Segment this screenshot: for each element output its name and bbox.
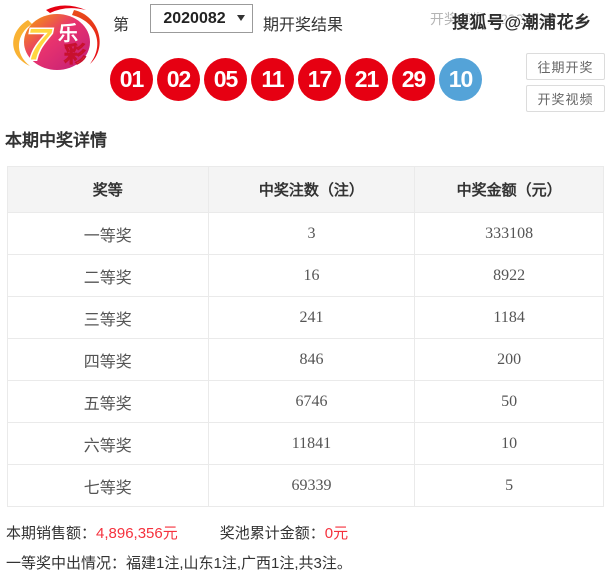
- column-header-bet-count: 中奖注数（注）: [207, 166, 416, 213]
- logo-7-text: 7: [26, 18, 54, 70]
- prize-level-cell: 六等奖: [7, 422, 209, 465]
- section-title: 本期中奖详情: [5, 131, 107, 150]
- amount-cell: 333108: [414, 212, 604, 255]
- table-row: 二等奖 16 8922: [7, 254, 604, 297]
- amount-cell: 200: [414, 338, 604, 381]
- bet-count-cell: 6746: [207, 380, 416, 423]
- period-dropdown-value: 2020082: [163, 9, 226, 27]
- prize-level-cell: 一等奖: [7, 212, 209, 255]
- red-ball: 11: [251, 58, 294, 101]
- bet-count-cell: 16: [207, 254, 416, 297]
- red-ball: 17: [298, 58, 341, 101]
- sohu-watermark: 搜狐号@潮浦花乡: [452, 13, 592, 32]
- pool-label: 奖池累计金额：: [219, 525, 325, 542]
- sales-label: 本期销售额：: [6, 525, 97, 542]
- prize-level-cell: 四等奖: [7, 338, 209, 381]
- amount-cell: 8922: [414, 254, 604, 297]
- prize-level-cell: 五等奖: [7, 380, 209, 423]
- sales-summary-line: 本期销售额：4,896,356元 奖池累计金额：0元: [6, 522, 348, 543]
- amount-cell: 5: [414, 464, 604, 507]
- past-draws-button[interactable]: 往期开奖: [526, 53, 605, 80]
- prize-table-header-row: 奖等 中奖注数（注） 中奖金额（元）: [7, 166, 604, 213]
- table-row: 六等奖 11841 10: [7, 422, 604, 465]
- amount-cell: 1184: [414, 296, 604, 339]
- red-ball: 29: [392, 58, 435, 101]
- prize-level-cell: 二等奖: [7, 254, 209, 297]
- table-row: 三等奖 241 1184: [7, 296, 604, 339]
- chevron-down-icon: [237, 15, 245, 21]
- bet-count-cell: 846: [207, 338, 416, 381]
- prize-level-cell: 七等奖: [7, 464, 209, 507]
- draw-date-label: 开奖日期：2020-08-26: [430, 11, 572, 27]
- blue-ball: 10: [439, 58, 482, 101]
- prize-level-cell: 三等奖: [7, 296, 209, 339]
- prize-table: 奖等 中奖注数（注） 中奖金额（元） 一等奖 3 333108 二等奖 16 8922 三等…: [7, 166, 604, 507]
- table-row: 五等奖 6746 50: [7, 380, 604, 423]
- red-ball: 01: [110, 58, 153, 101]
- pool-value: 0元: [324, 525, 349, 542]
- red-ball: 05: [204, 58, 247, 101]
- logo-cai-text: 彩: [63, 42, 86, 67]
- first-prize-detail-line: 一等奖中出情况：福建1注,山东1注,广西1注,共3注。: [6, 555, 352, 572]
- red-ball: 02: [157, 58, 200, 101]
- period-prefix-label: 第: [113, 17, 130, 34]
- bet-count-cell: 11841: [207, 422, 416, 465]
- logo-le-text: 乐: [58, 22, 78, 45]
- amount-cell: 10: [414, 422, 604, 465]
- seven-lecai-logo: 7 乐 彩: [6, 4, 108, 76]
- bet-count-cell: 241: [207, 296, 416, 339]
- column-header-prize-level: 奖等: [7, 166, 209, 213]
- table-row: 七等奖 69339 5: [7, 464, 604, 507]
- sales-value: 4,896,356元: [96, 525, 178, 542]
- side-buttons: 往期开奖 开奖视频: [526, 53, 605, 117]
- red-ball: 21: [345, 58, 388, 101]
- bet-count-cell: 69339: [207, 464, 416, 507]
- period-dropdown[interactable]: 2020082: [150, 4, 253, 33]
- winning-numbers: 01 02 05 11 17 21 29 10: [110, 58, 486, 101]
- table-row: 一等奖 3 333108: [7, 212, 604, 255]
- table-row: 四等奖 846 200: [7, 338, 604, 381]
- amount-cell: 50: [414, 380, 604, 423]
- seven-lecai-logo-graphic: 7 乐 彩: [13, 5, 100, 71]
- period-suffix-label: 期开奖结果: [263, 17, 344, 34]
- column-header-amount: 中奖金额（元）: [414, 166, 604, 213]
- draw-video-button[interactable]: 开奖视频: [526, 85, 605, 112]
- prize-table-body: 一等奖 3 333108 二等奖 16 8922 三等奖 241 1184 四等奖 846 200 五等…: [7, 212, 604, 507]
- bet-count-cell: 3: [207, 212, 416, 255]
